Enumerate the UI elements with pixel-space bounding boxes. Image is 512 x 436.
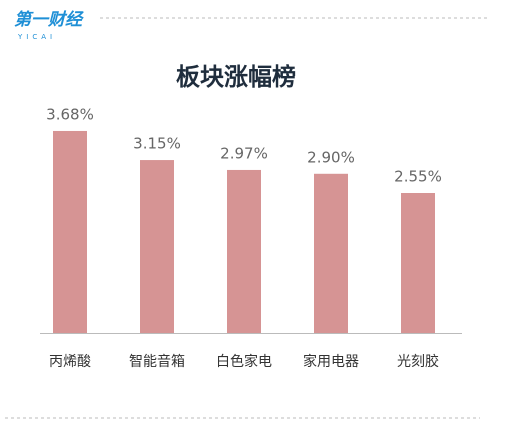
bar [401, 193, 435, 333]
bar [314, 173, 348, 333]
x-tick-label: 白色家电 [216, 353, 272, 370]
logo-sub: YICAI [17, 33, 56, 41]
value-label: 2.55% [394, 168, 442, 186]
chart-title: 板块涨幅榜 [176, 63, 296, 91]
x-tick-label: 智能音箱 [129, 353, 185, 370]
logo: 第一财经 [14, 10, 84, 30]
value-label: 3.15% [133, 135, 181, 153]
value-label: 2.90% [307, 148, 355, 166]
x-tick-label: 光刻胶 [397, 353, 439, 370]
bar [53, 130, 87, 333]
x-tick-label: 丙烯酸 [49, 354, 91, 370]
bar [140, 160, 174, 333]
value-label: 2.97% [220, 144, 268, 162]
x-tick-label: 家用电器 [303, 353, 359, 370]
value-label: 3.68% [46, 105, 94, 123]
bar [227, 169, 261, 333]
